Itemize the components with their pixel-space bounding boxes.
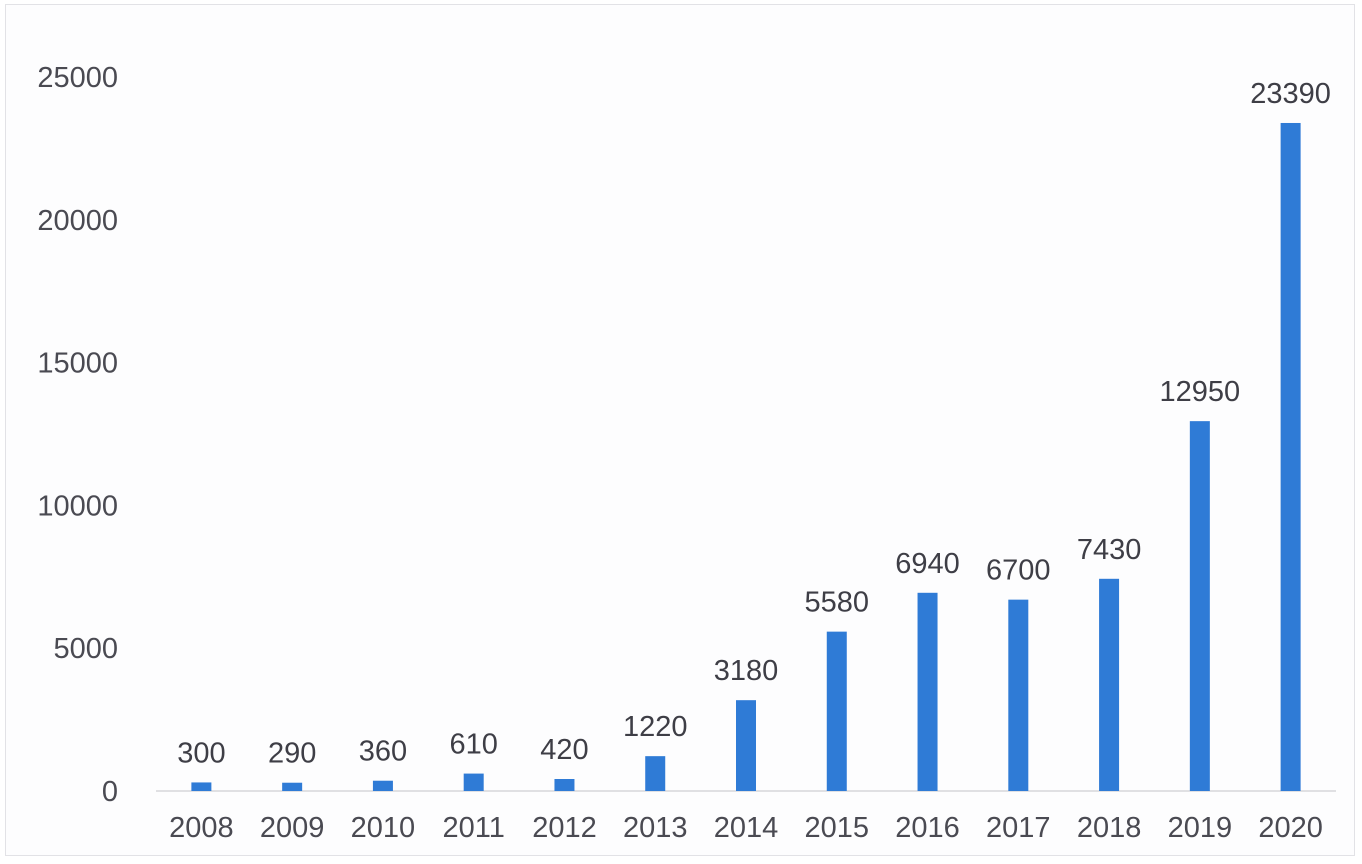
data-label-2014: 3180 [714, 655, 779, 687]
data-label-2010: 360 [359, 736, 407, 768]
x-tick-label-2019: 2019 [1168, 812, 1233, 844]
data-label-2013: 1220 [623, 711, 688, 743]
x-axis: 2008 2009 2010 2011 2012 2013 2014 2015 2016 2017… [169, 812, 1323, 844]
bar-2015 [826, 631, 847, 791]
data-label-2009: 290 [268, 738, 316, 770]
bar-2009 [282, 782, 303, 791]
y-tick-label: 15000 [37, 348, 118, 380]
bar-2012 [554, 779, 575, 791]
data-label-2011: 610 [449, 729, 497, 761]
bar-2020 [1280, 122, 1301, 792]
bar-2018 [1099, 578, 1120, 791]
x-tick-label-2015: 2015 [805, 812, 870, 844]
data-label-2012: 420 [540, 734, 588, 766]
data-label-2019: 12950 [1160, 376, 1241, 408]
data-label-2018: 7430 [1077, 534, 1142, 566]
x-tick-label-2018: 2018 [1077, 812, 1142, 844]
bar-2019 [1189, 421, 1210, 791]
x-tick-label-2012: 2012 [532, 812, 597, 844]
y-tick-label: 20000 [37, 205, 118, 237]
data-label-2015: 5580 [805, 587, 870, 619]
y-axis: 0 5000 10000 15000 20000 25000 [37, 62, 118, 808]
x-tick-label-2014: 2014 [714, 812, 779, 844]
data-label-2017: 6700 [986, 555, 1051, 587]
y-tick-label: 5000 [53, 633, 118, 665]
y-tick-label: 0 [102, 776, 118, 808]
bar-2014 [736, 700, 756, 791]
bar-2011 [463, 773, 484, 791]
bar-2010 [372, 780, 393, 791]
y-tick-label: 25000 [37, 62, 118, 94]
data-labels-group: 300 290 360 610 420 1220 3180 5580 6940 6700 7430 1… [177, 78, 1331, 770]
data-label-2016: 6940 [895, 548, 960, 580]
data-label-2008: 300 [177, 737, 225, 769]
x-tick-label-2008: 2008 [169, 812, 234, 844]
bar-2008 [191, 782, 212, 791]
y-tick-label: 10000 [37, 490, 118, 522]
bar-2017 [1008, 599, 1029, 791]
x-tick-label-2009: 2009 [260, 812, 325, 844]
bar-2013 [645, 756, 666, 791]
data-label-2020: 23390 [1250, 78, 1331, 110]
x-tick-label-2017: 2017 [986, 812, 1051, 844]
x-tick-label-2013: 2013 [623, 812, 688, 844]
bar-2016 [917, 592, 938, 791]
bar-chart: 0 5000 10000 15000 20000 25000 300 290 360 610 42… [37, 62, 1336, 844]
x-tick-label-2020: 2020 [1258, 812, 1323, 844]
x-tick-label-2016: 2016 [895, 812, 960, 844]
bars-group [191, 122, 1301, 792]
x-tick-label-2010: 2010 [351, 812, 416, 844]
x-tick-label-2011: 2011 [443, 812, 505, 844]
chart-frame: 0 5000 10000 15000 20000 25000 300 290 360 610 42… [5, 4, 1355, 856]
